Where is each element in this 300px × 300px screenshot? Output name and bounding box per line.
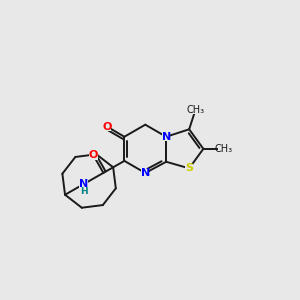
FancyBboxPatch shape	[103, 122, 111, 131]
Text: CH₃: CH₃	[187, 105, 205, 115]
FancyBboxPatch shape	[79, 180, 88, 188]
Text: N: N	[141, 168, 150, 178]
Text: S: S	[185, 164, 193, 173]
Text: O: O	[102, 122, 112, 132]
Text: N: N	[79, 179, 88, 189]
Text: O: O	[89, 151, 98, 160]
FancyBboxPatch shape	[141, 169, 149, 177]
FancyBboxPatch shape	[89, 151, 98, 160]
FancyBboxPatch shape	[162, 133, 170, 141]
Text: N: N	[162, 132, 171, 142]
FancyBboxPatch shape	[189, 106, 202, 114]
Text: CH₃: CH₃	[215, 144, 233, 154]
FancyBboxPatch shape	[218, 145, 230, 153]
FancyBboxPatch shape	[185, 164, 193, 172]
Text: H: H	[80, 187, 87, 196]
